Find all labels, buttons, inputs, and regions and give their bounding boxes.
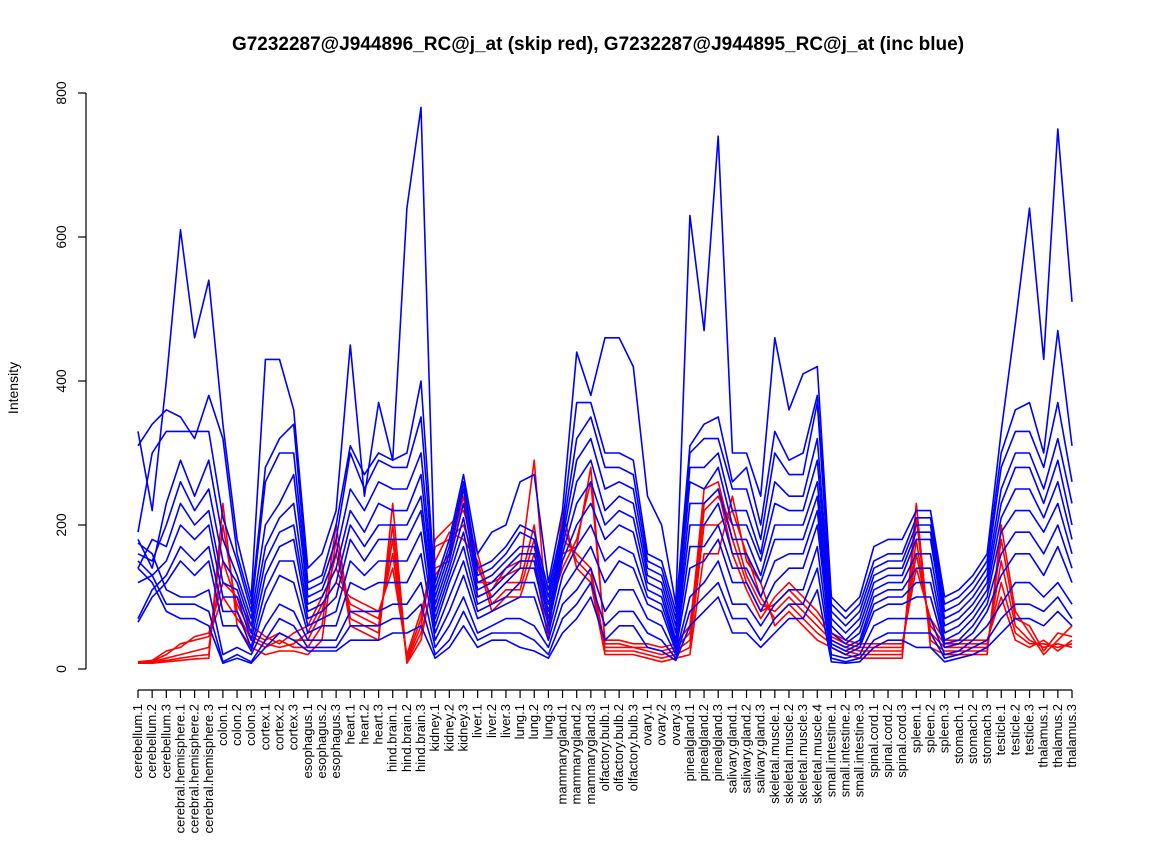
x-tick-label: skeletal.muscle.1 (767, 704, 782, 804)
x-tick-label: lung.3 (540, 704, 555, 739)
x-tick-label: skeletal.muscle.4 (809, 704, 824, 804)
x-tick-label: cortex.2 (272, 704, 287, 750)
x-tick-label: mammarygland.1 (555, 704, 570, 804)
x-tick-label: liver.3 (498, 704, 513, 738)
x-tick-label: spinal.cord.3 (894, 704, 909, 778)
x-tick-label: colon.3 (243, 704, 258, 746)
x-tick-label: esophagus.1 (300, 704, 315, 778)
x-tick-label: small.intestine.1 (823, 704, 838, 797)
x-tick-label: cerebral.hemisphere.1 (172, 704, 187, 833)
inc-series-line (137, 560, 1073, 663)
x-tick-label: kidney.2 (441, 704, 456, 751)
x-tick-label: pinealgland.3 (710, 704, 725, 781)
x-tick-label: small.intestine.2 (838, 704, 853, 797)
x-tick-label: esophagus.3 (328, 704, 343, 778)
x-tick-label: cerebral.hemisphere.3 (201, 704, 216, 833)
inc-series-line (137, 459, 1073, 642)
x-tick-label: mammarygland.2 (569, 704, 584, 804)
x-tick-label: olfactory.bulb.3 (625, 704, 640, 791)
y-tick-label: 200 (53, 513, 69, 537)
x-tick-label: mammarygland.3 (583, 704, 598, 804)
x-tick-label: kidney.3 (455, 704, 470, 751)
x-tick-label: skeletal.muscle.3 (795, 704, 810, 804)
x-tick-label: skeletal.muscle.2 (781, 704, 796, 804)
x-tick-label: olfactory.bulb.1 (597, 704, 612, 791)
inc-series-line (137, 542, 1073, 660)
x-tick-label: cerebral.hemisphere.2 (187, 704, 202, 833)
x-tick-label: testicle.1 (993, 704, 1008, 755)
inc-series-line (137, 480, 1073, 645)
x-tick-label: salivary.gland.1 (724, 704, 739, 793)
x-tick-label: cortex.1 (257, 704, 272, 750)
x-tick-label: salivary.gland.2 (739, 704, 754, 793)
x-tick-label: salivary.gland.3 (753, 704, 768, 793)
inc-series-line (137, 106, 1073, 613)
x-tick-label: thalamus.3 (1064, 704, 1079, 768)
x-tick-label: hind.brain.1 (385, 704, 400, 772)
x-tick-label: ovary.3 (668, 704, 683, 746)
x-tick-label: stomach.3 (979, 704, 994, 764)
x-tick-label: spinal.cord.1 (866, 704, 881, 778)
y-axis-label: Intensity (5, 362, 21, 414)
x-axis: cerebellum.1 cerebellum.2 cerebellum.3 cere… (130, 689, 1079, 833)
x-tick-label: cortex.3 (286, 704, 301, 750)
inc-series-line (137, 509, 1073, 652)
inc-series-line (137, 567, 1073, 665)
x-tick-label: small.intestine.3 (852, 704, 867, 797)
x-tick-label: lung.2 (526, 704, 541, 739)
skip-series-line (138, 480, 1073, 665)
x-tick-label: kidney.1 (427, 704, 442, 751)
x-tick-label: liver.2 (484, 704, 499, 738)
x-tick-label: heart.2 (356, 704, 371, 744)
x-tick-label: stomach.2 (965, 704, 980, 764)
inc-series-line (137, 401, 1073, 627)
x-tick-label: thalamus.2 (1050, 704, 1065, 768)
x-tick-label: esophagus.2 (314, 704, 329, 778)
x-tick-label: stomach.1 (951, 704, 966, 764)
x-tick-label: testicle.3 (1022, 704, 1037, 755)
x-tick-label: heart.1 (342, 704, 357, 744)
x-tick-label: spleen.1 (908, 704, 923, 753)
inc-series-line (137, 437, 1073, 634)
inc-series-line (137, 495, 1073, 649)
x-tick-label: cerebellum.3 (158, 704, 173, 778)
x-tick-label: pinealgland.1 (682, 704, 697, 781)
x-tick-label: heart.3 (371, 704, 386, 744)
series-group (137, 106, 1073, 665)
x-tick-label: pinealgland.2 (696, 704, 711, 781)
x-tick-label: cerebellum.2 (144, 704, 159, 778)
inc-series-line (137, 524, 1073, 656)
x-tick-label: spleen.3 (937, 704, 952, 753)
x-tick-label: olfactory.bulb.2 (611, 704, 626, 791)
x-tick-label: hind.brain.2 (399, 704, 414, 772)
y-tick-label: 0 (53, 665, 69, 673)
inc-series-line (137, 329, 1073, 620)
y-tick-label: 800 (53, 81, 69, 105)
x-tick-label: spinal.cord.2 (880, 704, 895, 778)
y-tick-label: 400 (53, 369, 69, 393)
x-tick-label: colon.1 (215, 704, 230, 746)
x-tick-label: lung.1 (512, 704, 527, 739)
x-tick-label: ovary.1 (639, 704, 654, 746)
x-tick-label: liver.1 (470, 704, 485, 738)
y-tick-label: 600 (53, 225, 69, 249)
x-tick-label: testicle.2 (1007, 704, 1022, 755)
x-tick-label: spleen.2 (922, 704, 937, 753)
y-axis: 0 200 400 600 800 (53, 81, 87, 673)
x-tick-label: colon.2 (229, 704, 244, 746)
x-tick-label: cerebellum.1 (130, 704, 145, 778)
x-tick-label: hind.brain.3 (413, 704, 428, 772)
x-tick-label: ovary.2 (654, 704, 669, 746)
chart-title: G7232287@J944896_RC@j_at (skip red), G72… (232, 34, 964, 55)
x-tick-label: thalamus.1 (1036, 704, 1051, 768)
